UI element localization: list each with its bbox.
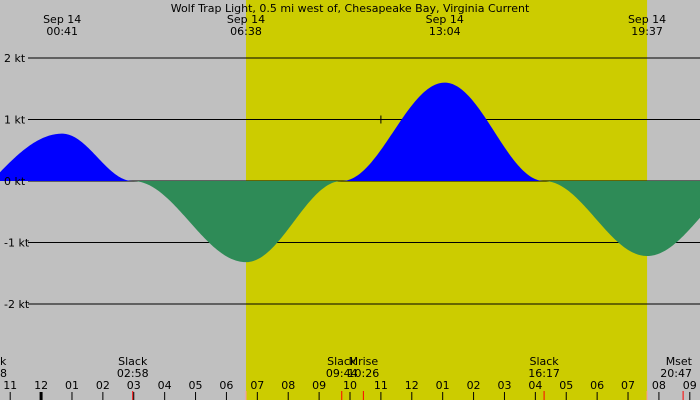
moon-time-label: 20:47 [660, 367, 692, 380]
hour-label: 11 [3, 379, 17, 392]
hour-label: 05 [189, 379, 203, 392]
y-tick-label: 0 kt [4, 175, 26, 188]
peak-time-label: 06:38 [230, 25, 262, 38]
hour-label: 04 [158, 379, 172, 392]
moon-kind-label: Mset [666, 355, 693, 368]
slack-kind-label: Slack [327, 355, 357, 368]
peak-date-label: Sep 14 [227, 13, 265, 26]
peak-date-label: Sep 14 [426, 13, 464, 26]
hour-label: 07 [250, 379, 264, 392]
moon-time-label: 10:26 [348, 367, 380, 380]
hour-label: 02 [467, 379, 481, 392]
flood-current-area [0, 82, 700, 181]
slack-time-label: 02:58 [117, 367, 149, 380]
peak-date-label: Sep 14 [628, 13, 666, 26]
hour-label: 08 [281, 379, 295, 392]
peak-date-label: Sep 14 [43, 13, 81, 26]
peak-time-label: 00:41 [46, 25, 78, 38]
hour-label: 12 [34, 379, 48, 392]
hour-label: 01 [65, 379, 79, 392]
edge-kind-label: k [0, 355, 7, 368]
hour-label: 04 [528, 379, 542, 392]
y-tick-label: 1 kt [4, 114, 26, 127]
hour-label: 09 [683, 379, 697, 392]
hour-label: 08 [652, 379, 666, 392]
hour-label: 03 [497, 379, 511, 392]
hour-label: 06 [590, 379, 604, 392]
y-tick-label: -2 kt [4, 298, 30, 311]
hour-label: 02 [96, 379, 110, 392]
ebb-current-area [0, 181, 700, 263]
hour-label: 07 [621, 379, 635, 392]
hour-label: 03 [127, 379, 141, 392]
peak-time-label: 19:37 [631, 25, 663, 38]
slack-time-label: 09:44 [326, 367, 358, 380]
peak-time-label: 13:04 [429, 25, 461, 38]
hour-label: 01 [436, 379, 450, 392]
hour-label: 05 [559, 379, 573, 392]
slack-kind-label: Slack [118, 355, 148, 368]
hour-label: 09 [312, 379, 326, 392]
slack-kind-label: Slack [529, 355, 559, 368]
chart-title: Wolf Trap Light, 0.5 mi west of, Chesape… [171, 2, 530, 15]
hour-label: 11 [374, 379, 388, 392]
y-tick-label: -1 kt [4, 236, 30, 249]
y-tick-label: 2 kt [4, 52, 26, 65]
edge-time-label: 8 [0, 367, 7, 380]
slack-time-label: 16:17 [528, 367, 560, 380]
hour-label: 10 [343, 379, 357, 392]
hour-label: 12 [405, 379, 419, 392]
hour-label: 06 [219, 379, 233, 392]
moon-kind-label: Mrise [349, 355, 379, 368]
